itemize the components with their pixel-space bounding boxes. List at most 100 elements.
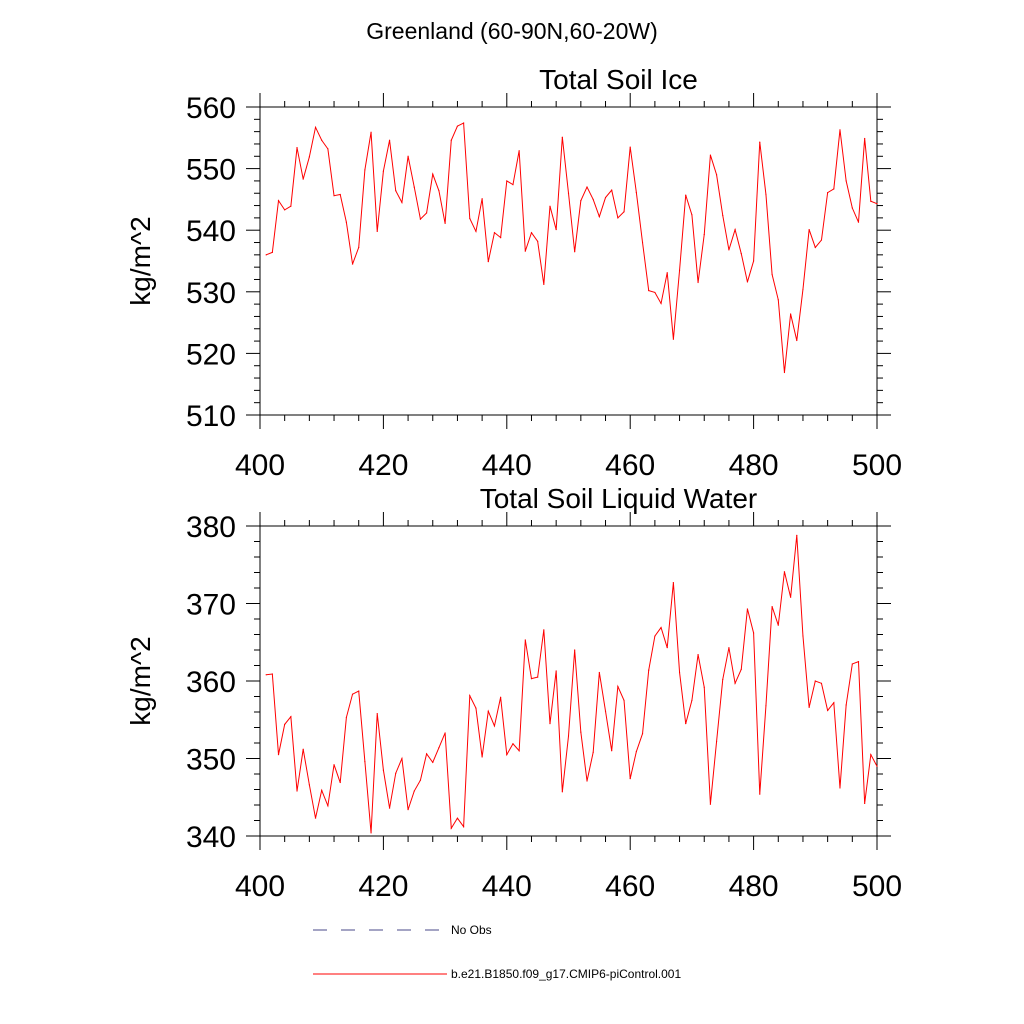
data-point (876, 203, 878, 205)
data-point (419, 779, 422, 781)
data-point (697, 654, 699, 656)
data-point (524, 250, 526, 252)
data-point (327, 805, 329, 807)
data-point (660, 626, 662, 629)
x-tick-label: 460 (605, 449, 655, 482)
data-point (277, 200, 280, 202)
data-point (382, 769, 384, 771)
data-point (487, 710, 489, 712)
x-tick-label: 420 (358, 449, 408, 482)
data-point (407, 809, 409, 811)
data-point (722, 678, 724, 681)
data-point (672, 338, 674, 340)
y-tick-label: 560 (186, 92, 236, 125)
data-point (580, 200, 582, 202)
data-point (456, 817, 459, 819)
data-point (666, 647, 668, 649)
data-point (611, 189, 613, 191)
data-point (308, 156, 310, 158)
data-point (308, 784, 310, 786)
data-point (265, 254, 267, 256)
data-point (598, 216, 600, 218)
data-point (469, 217, 471, 220)
data-point (759, 793, 761, 795)
data-point (722, 214, 724, 217)
data-point (425, 212, 428, 214)
data-point (512, 184, 514, 186)
data-point (851, 207, 853, 209)
x-tick-label: 480 (729, 449, 779, 482)
data-point (388, 139, 391, 141)
data-point (456, 125, 459, 127)
data-point (833, 188, 835, 190)
data-point (833, 702, 835, 704)
data-point (345, 716, 347, 719)
data-point (419, 218, 422, 220)
data-point (450, 139, 452, 141)
chart-title: Total Soil Ice (539, 64, 698, 95)
data-point (611, 750, 613, 752)
data-point (777, 299, 779, 301)
data-point (314, 126, 317, 128)
data-point (864, 802, 866, 805)
data-point (543, 629, 545, 631)
data-point (734, 682, 736, 684)
data-point (790, 313, 792, 315)
data-point (314, 817, 317, 819)
data-point (672, 581, 674, 584)
data-point (518, 150, 520, 152)
data-point (425, 753, 428, 755)
data-point (728, 647, 730, 649)
data-point (500, 696, 502, 698)
y-tick-label: 370 (186, 589, 236, 622)
x-tick-label: 460 (605, 870, 655, 903)
data-point (481, 198, 483, 200)
data-point (574, 649, 576, 651)
data-point (567, 735, 570, 737)
data-point (746, 608, 749, 610)
y-tick-label: 350 (186, 744, 236, 777)
y-axis-label: kg/m^2 (125, 216, 156, 305)
data-point (691, 214, 693, 216)
data-point (654, 635, 656, 637)
data-point (512, 743, 514, 745)
data-point (617, 217, 619, 219)
data-point (623, 211, 625, 213)
data-point (364, 169, 366, 171)
data-point (574, 251, 576, 253)
data-point (444, 732, 446, 734)
data-point (746, 281, 749, 283)
x-tick-label: 500 (852, 449, 902, 482)
legend-model-label: b.e21.B1850.f09_g17.CMIP6-piControl.001 (451, 967, 681, 981)
data-point (265, 674, 267, 676)
data-point (370, 832, 372, 834)
x-tick-label: 420 (358, 870, 408, 903)
data-point (413, 186, 415, 188)
data-point (753, 632, 755, 634)
data-point (753, 260, 755, 262)
data-point (740, 668, 742, 670)
data-point (641, 733, 644, 735)
data-point (284, 209, 286, 211)
data-point (808, 228, 810, 231)
data-point (475, 707, 477, 709)
data-point (370, 131, 372, 133)
data-point (481, 756, 483, 758)
data-point (493, 725, 496, 727)
data-point (839, 787, 841, 789)
data-point (537, 240, 539, 242)
data-point (740, 253, 742, 255)
data-point (364, 761, 366, 763)
data-point (321, 139, 323, 141)
data-point (555, 670, 557, 672)
data-point (870, 200, 872, 202)
data-point (715, 740, 718, 743)
data-point (302, 748, 304, 750)
y-tick-label: 550 (186, 154, 236, 187)
data-point (709, 803, 712, 805)
data-point (277, 754, 280, 756)
data-point (438, 747, 440, 749)
data-point (845, 180, 847, 182)
data-point (592, 198, 594, 200)
data-point (395, 190, 397, 192)
